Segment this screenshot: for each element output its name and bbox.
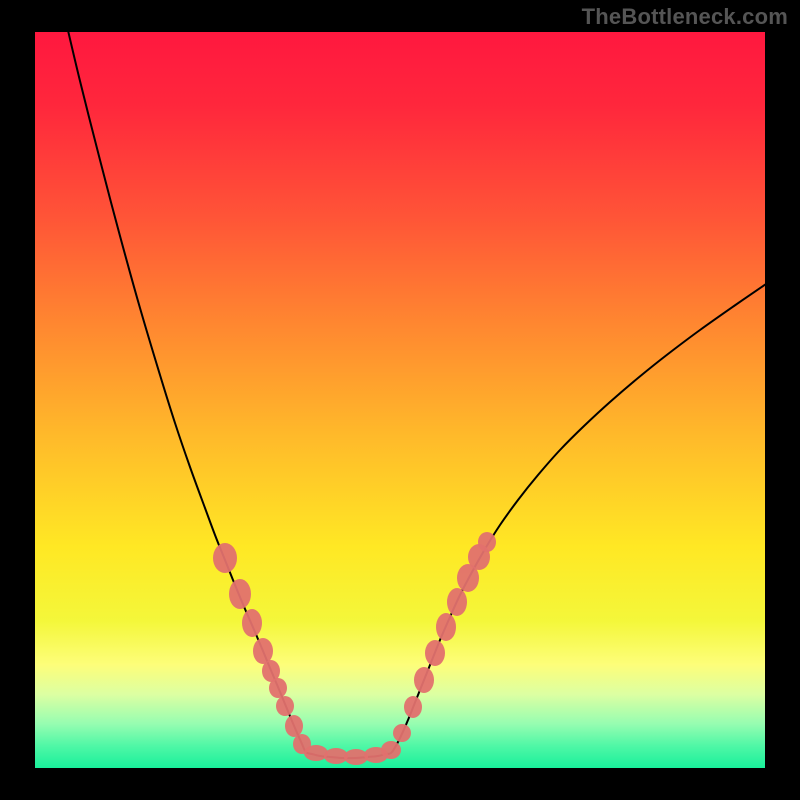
dot-blob xyxy=(285,715,303,737)
dot-blob xyxy=(229,579,251,609)
dot-blob xyxy=(269,678,287,698)
dot-blob xyxy=(393,724,411,742)
plot-container: TheBottleneck.com xyxy=(0,0,800,800)
dot-blob xyxy=(242,609,262,637)
plot-svg xyxy=(0,0,800,800)
plot-background xyxy=(35,32,765,768)
dot-blob xyxy=(304,745,328,761)
dot-blob xyxy=(478,532,496,552)
dot-blob xyxy=(404,696,422,718)
dot-blob xyxy=(213,543,237,573)
watermark-text: TheBottleneck.com xyxy=(582,4,788,30)
dot-blob xyxy=(436,613,456,641)
dot-blob xyxy=(425,640,445,666)
dot-blob xyxy=(414,667,434,693)
dot-blob xyxy=(381,741,401,759)
dot-blob xyxy=(276,696,294,716)
dot-blob xyxy=(447,588,467,616)
